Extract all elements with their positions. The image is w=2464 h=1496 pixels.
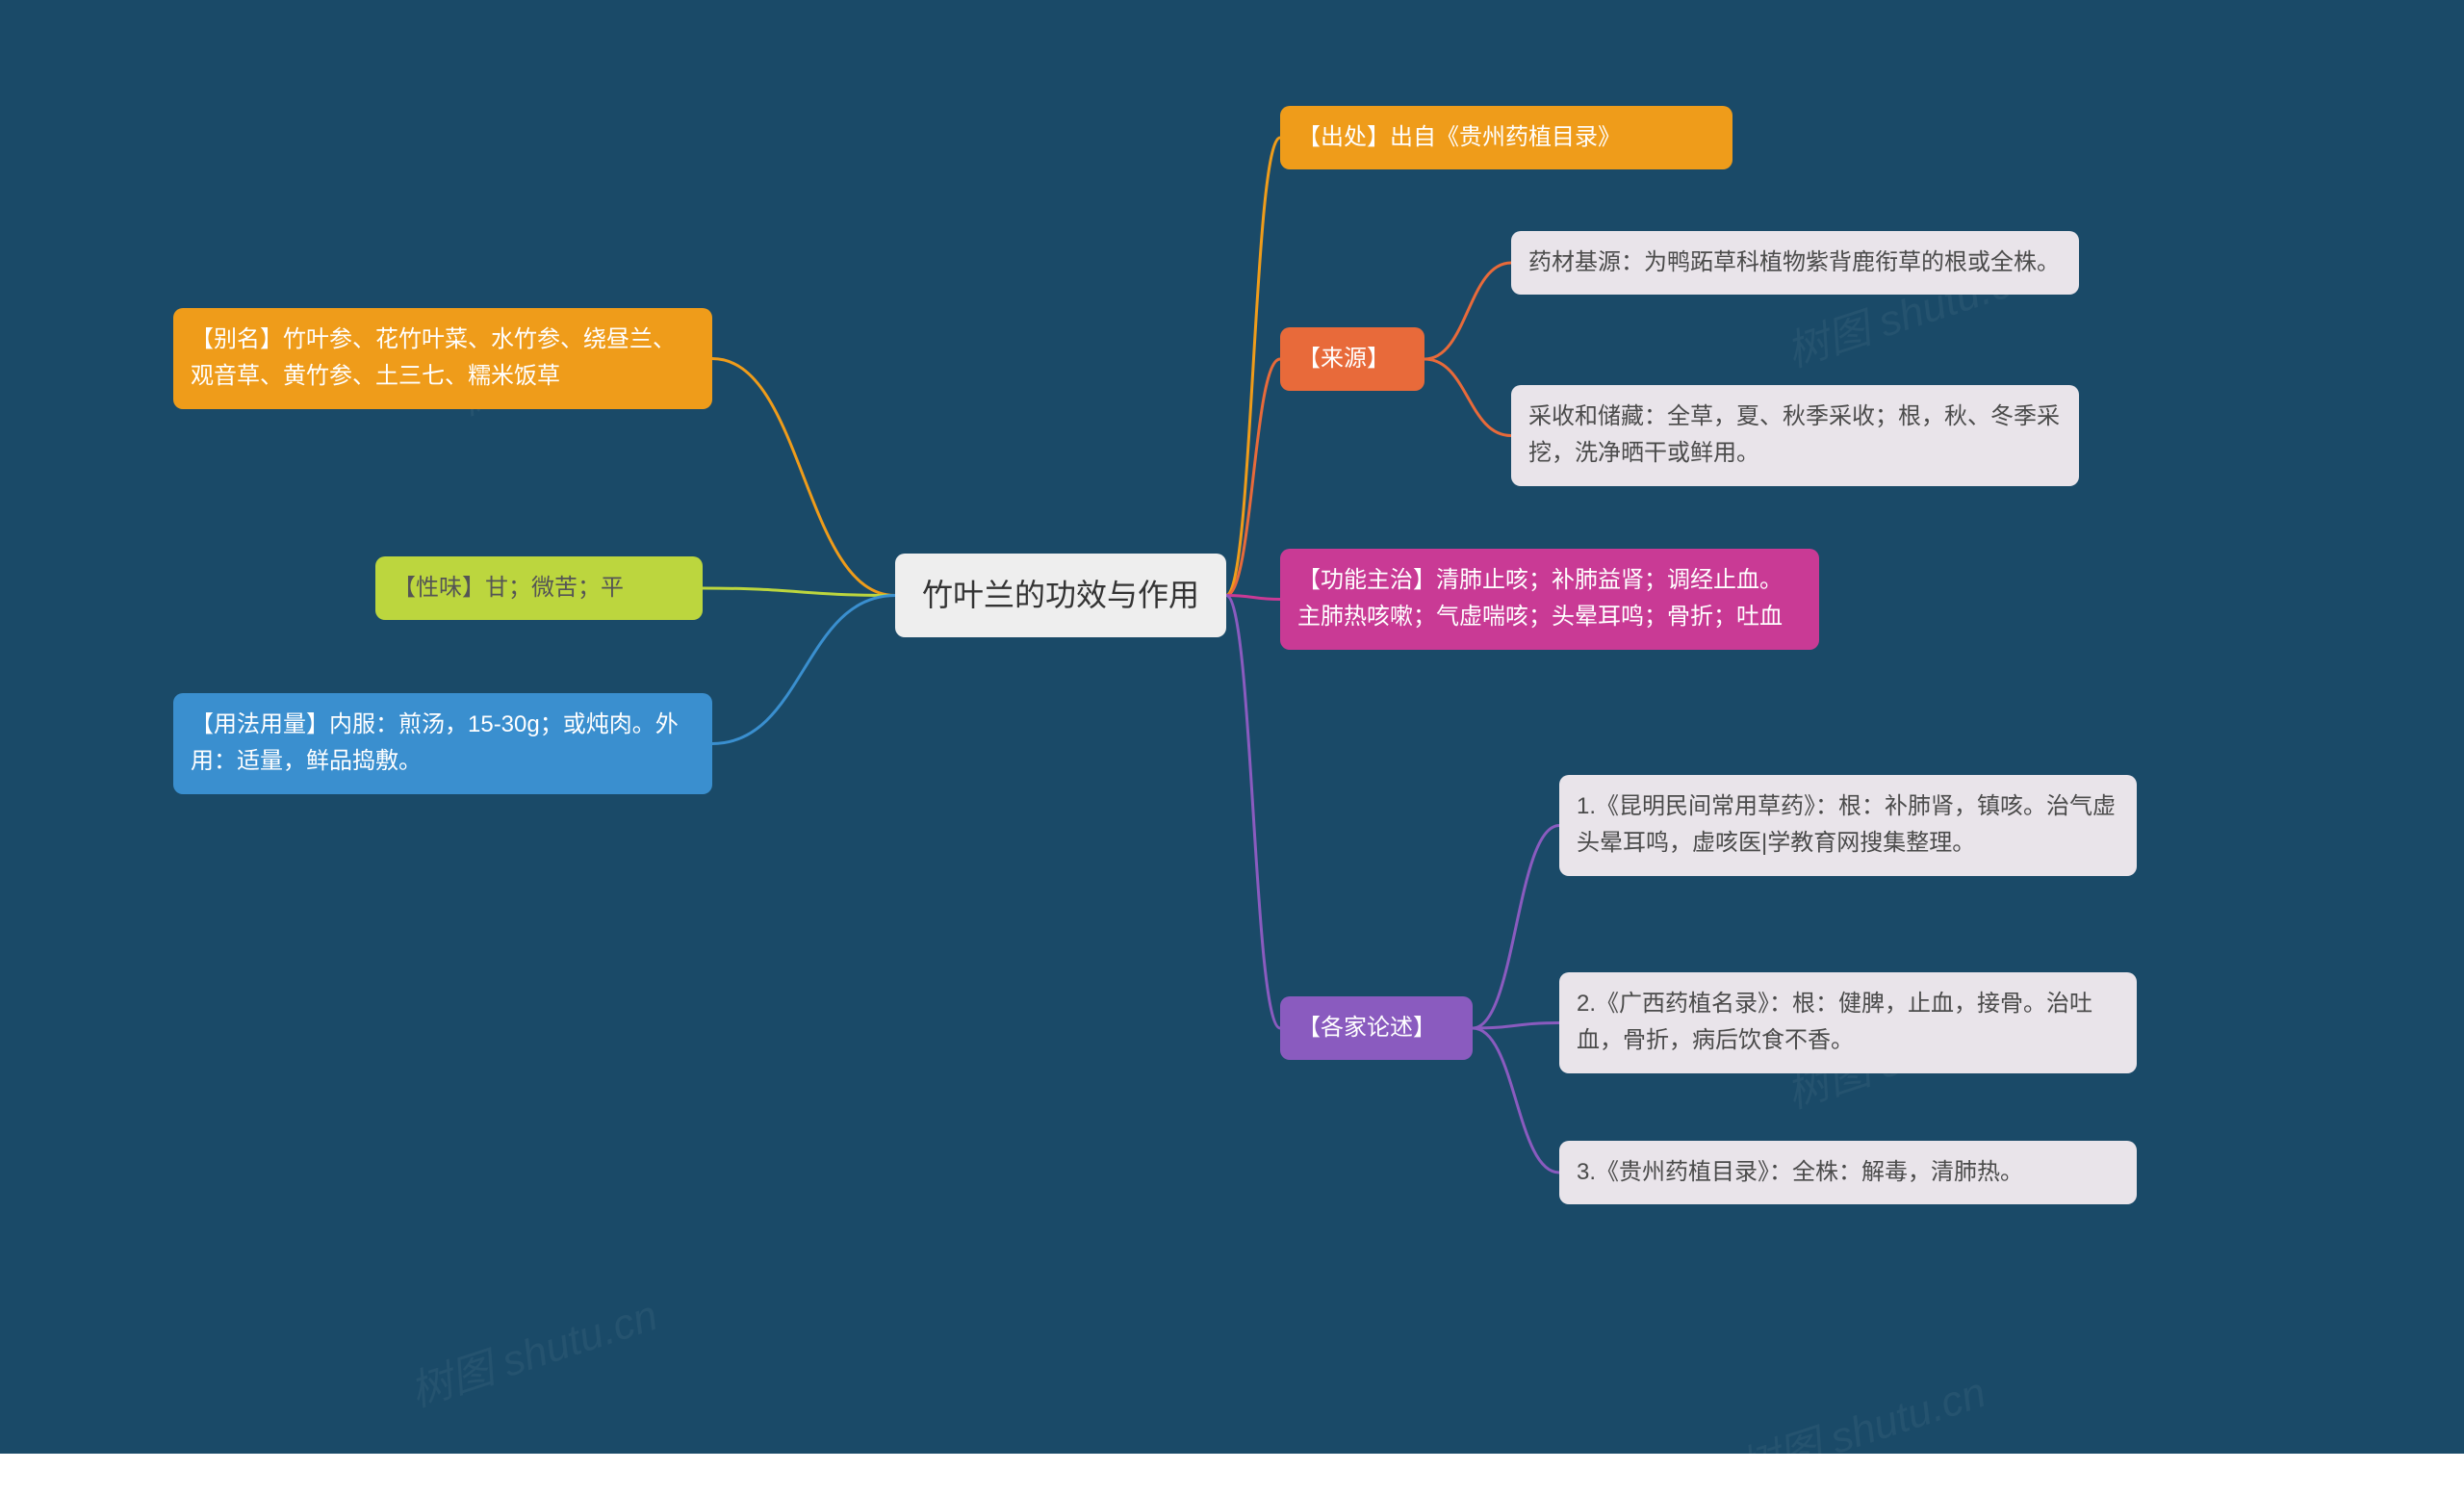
node-origin2: 采收和储藏：全草，夏、秋季采收；根，秋、冬季采挖，洗净晒干或鲜用。 (1511, 385, 2079, 486)
node-usage: 【用法用量】内服：煎汤，15-30g；或炖肉。外用：适量，鲜品捣敷。 (173, 693, 712, 794)
node-d3: 3.《贵州药植目录》：全株：解毒，清肺热。 (1559, 1141, 2137, 1204)
node-d1: 1.《昆明民间常用草药》：根：补肺肾，镇咳。治气虚头晕耳鸣，虚咳医|学教育网搜集… (1559, 775, 2137, 876)
node-d2: 2.《广西药植名录》：根：健脾，止血，接骨。治吐血，骨折，病后饮食不香。 (1559, 972, 2137, 1073)
node-origin: 【来源】 (1280, 327, 1424, 391)
node-origin1: 药材基源：为鸭跖草科植物紫背鹿衔草的根或全株。 (1511, 231, 2079, 295)
node-source: 【出处】出自《贵州药植目录》 (1280, 106, 1732, 169)
center-node: 竹叶兰的功效与作用 (895, 554, 1226, 637)
watermark: 树图 shutu.cn (1730, 1357, 1992, 1495)
node-discuss: 【各家论述】 (1280, 996, 1473, 1060)
watermark: 树图 shutu.cn (401, 1280, 664, 1418)
node-taste: 【性味】甘；微苦；平 (375, 556, 703, 620)
mindmap-canvas: 树图 shutu.cn树图 shutu.cn树图 shutu.cn树图 shut… (0, 0, 2464, 1454)
node-function: 【功能主治】清肺止咳；补肺益肾；调经止血。主肺热咳嗽；气虚喘咳；头晕耳鸣；骨折；… (1280, 549, 1819, 650)
node-alias: 【别名】竹叶参、花竹叶菜、水竹参、绕昼兰、观音草、黄竹参、土三七、糯米饭草 (173, 308, 712, 409)
